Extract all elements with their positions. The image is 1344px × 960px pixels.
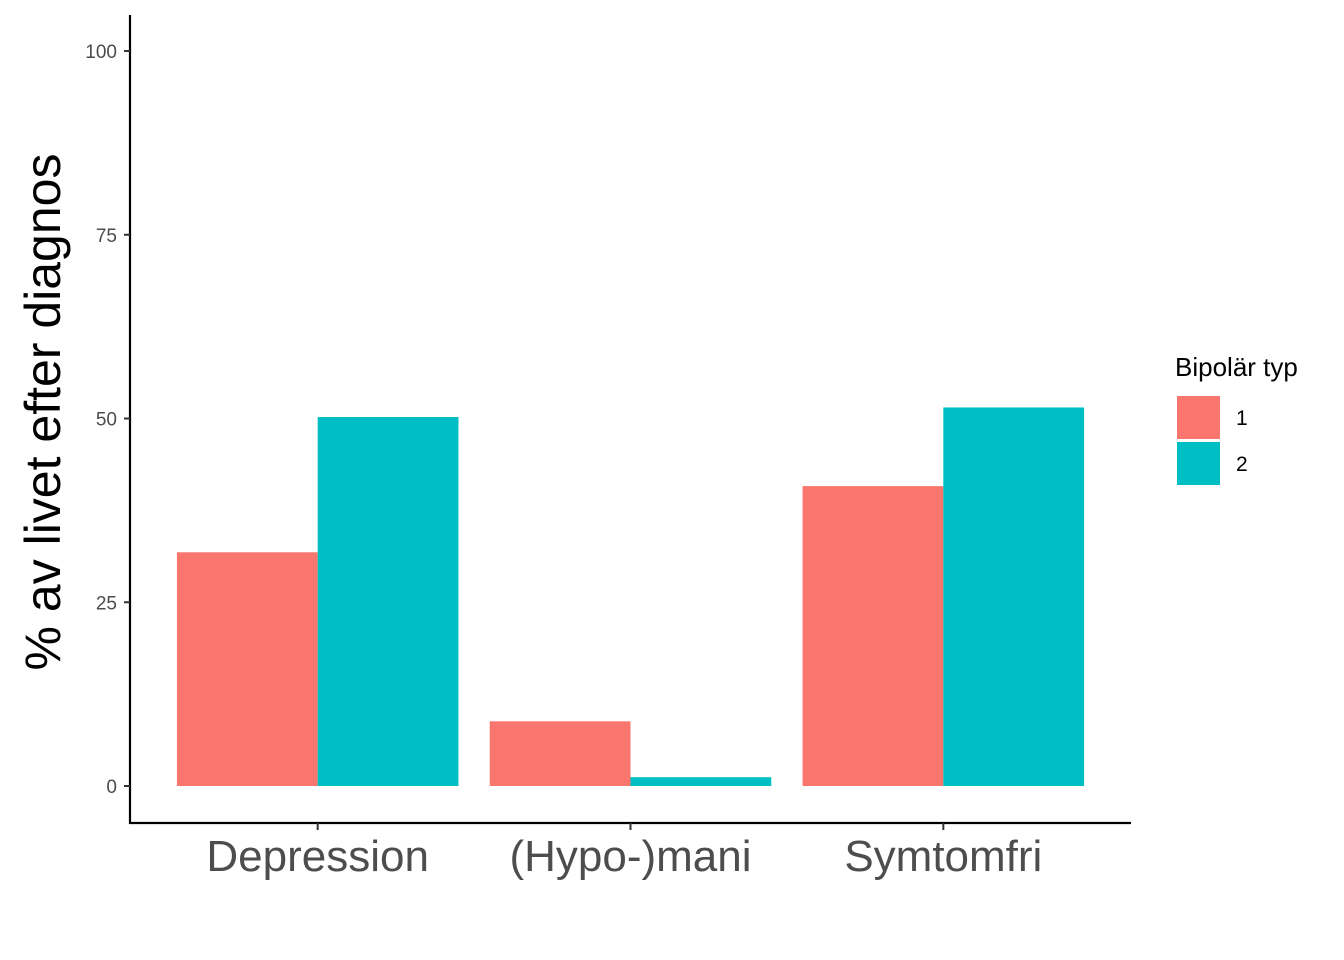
x-tick-label: Depression [206,832,429,881]
y-tick-label: 0 [106,777,117,798]
bar-series-2-1 [630,777,772,786]
legend-title: Bipolär typ [1175,352,1298,382]
y-tick-label: 100 [85,42,117,63]
y-tick-label: 75 [96,226,117,247]
legend-key-1 [1177,396,1220,439]
x-axis-ticks: Depression (Hypo-)mani Symtomfri [206,823,1042,881]
y-axis-ticks: 0 25 50 75 100 [85,42,130,798]
x-tick-label: (Hypo-)mani [509,832,751,881]
y-tick-label: 50 [96,410,117,431]
bar-series-1-1 [489,721,631,786]
bar-series-2-0 [317,417,459,786]
legend-label: 1 [1236,407,1248,430]
y-axis-title: % av livet efter diagnos [15,154,71,671]
y-tick-label: 25 [96,593,117,614]
legend: Bipolär typ 1 2 [1175,352,1298,485]
legend-label: 2 [1236,453,1248,476]
x-tick-label: Symtomfri [844,832,1042,881]
bar-series-2-2 [943,407,1085,786]
bar-series-1-2 [802,486,944,786]
bar-series-1-0 [176,552,318,786]
legend-key-2 [1177,442,1220,485]
bars-layer [176,407,1085,786]
